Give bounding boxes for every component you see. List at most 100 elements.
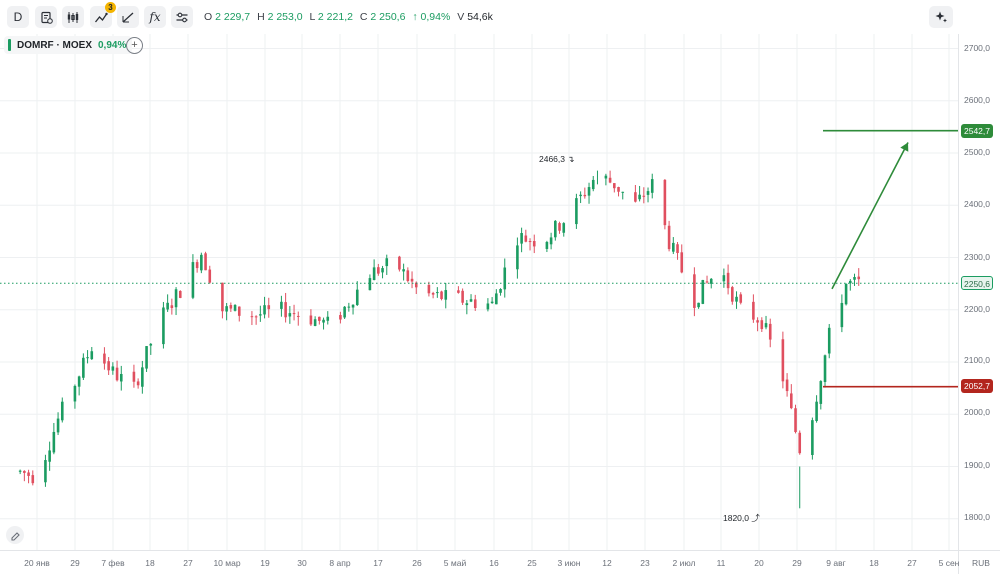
candle-body <box>545 241 549 249</box>
candle-body <box>309 315 313 325</box>
candle-body <box>170 305 174 309</box>
candle-body <box>166 302 169 310</box>
candle-body <box>672 242 675 252</box>
eraser-icon <box>10 531 20 541</box>
candle-body <box>377 267 380 274</box>
candle-body <box>381 268 384 273</box>
candle-body <box>819 381 823 404</box>
candle-body <box>402 269 405 272</box>
interval-button[interactable]: D <box>7 6 29 28</box>
candle-body <box>111 366 115 371</box>
candle-body <box>368 278 372 291</box>
candle-body <box>322 319 325 323</box>
candle-body <box>756 320 759 323</box>
settings-button[interactable] <box>171 6 193 28</box>
compare-button[interactable] <box>35 6 57 28</box>
candle-body <box>86 357 89 359</box>
candle-body <box>237 306 241 316</box>
candle-body <box>313 319 317 327</box>
candle-body <box>60 401 64 421</box>
candle-body <box>794 408 797 433</box>
candle-body <box>259 314 262 316</box>
indicators-button[interactable]: 3 <box>90 2 116 28</box>
candle-body <box>731 287 734 302</box>
candle-body <box>18 470 22 472</box>
candle-body <box>583 194 587 197</box>
candle-body <box>250 316 254 318</box>
series-color-marker <box>8 39 11 51</box>
chart-toolbar: D 3 fx O 2 229,7 H 2 253,0 L 2 221,2 C 2… <box>0 0 1000 34</box>
candle-body <box>815 401 818 421</box>
candle-body <box>347 306 351 308</box>
close-label: C <box>359 11 368 23</box>
candle-body <box>427 284 431 294</box>
candle-body <box>145 346 148 369</box>
candle-body <box>465 303 469 306</box>
candle-body <box>473 299 477 309</box>
candle-body <box>149 343 153 346</box>
price-tick: 2300,0 <box>964 252 990 262</box>
ai-assistant-button[interactable] <box>929 6 953 28</box>
candle-body <box>693 274 696 308</box>
candle-body <box>31 475 35 484</box>
candle-body <box>254 316 258 318</box>
candle-body <box>613 183 616 189</box>
candle-body <box>52 431 56 453</box>
candle-body <box>339 315 342 320</box>
candle-body <box>326 316 330 321</box>
stop-price-tag: 2052,7 <box>961 379 993 393</box>
indicators-icon <box>94 12 108 22</box>
candle-body <box>840 302 844 328</box>
volume-label: V <box>457 11 465 23</box>
candle-body <box>178 290 182 298</box>
plus-icon: + <box>131 39 138 51</box>
candle-body <box>798 432 802 454</box>
candle-body <box>351 304 355 308</box>
candle-body <box>23 470 26 473</box>
candle-body <box>398 256 401 270</box>
series-change: 0,94% <box>98 39 127 51</box>
date-tick: 2 июл <box>672 558 696 568</box>
candle-body <box>579 194 582 197</box>
price-tick: 2400,0 <box>964 199 990 209</box>
date-tick: 5 сен <box>938 558 960 568</box>
high-value: 2 253,0 <box>267 11 303 23</box>
target-price-tag: 2542,7 <box>961 124 993 138</box>
date-tick: 7 фев <box>101 558 125 568</box>
candles-icon <box>67 11 79 23</box>
drawing-icon <box>122 12 134 22</box>
candle-body <box>195 262 199 269</box>
candle-body <box>267 305 271 310</box>
drawing-tools-button[interactable] <box>117 6 139 28</box>
functions-button[interactable]: fx <box>144 6 166 28</box>
candle-body <box>27 472 30 476</box>
candle-body <box>431 293 435 295</box>
add-series-button[interactable]: + <box>126 37 143 54</box>
candle-body <box>726 272 730 289</box>
candle-body <box>701 279 705 304</box>
chart-type-button[interactable] <box>62 6 84 28</box>
candle-body <box>608 177 612 183</box>
forecast-arrow-line <box>831 142 909 290</box>
candle-body <box>853 277 856 280</box>
high-annotation: 2466,3 ↴ <box>539 154 575 164</box>
candle-body <box>785 379 789 392</box>
candle-body <box>617 187 620 192</box>
candle-body <box>532 241 536 247</box>
date-tick: 27 <box>183 558 193 568</box>
candle-body <box>760 320 764 330</box>
candle-body <box>638 194 641 200</box>
date-tick: 3 июн <box>557 558 581 568</box>
candle-body <box>141 367 144 387</box>
candle-body <box>528 241 532 243</box>
candle-body <box>225 306 228 312</box>
candle-body <box>642 195 646 197</box>
series-legend[interactable]: DOMRF · MOEX 0,94% <box>4 36 133 54</box>
date-tick: 29 <box>792 558 802 568</box>
document-plus-icon <box>40 11 53 24</box>
remove-drawings-button[interactable] <box>6 526 24 544</box>
candle-body <box>233 304 237 311</box>
candle-body <box>495 293 498 305</box>
candle-body <box>410 278 414 282</box>
